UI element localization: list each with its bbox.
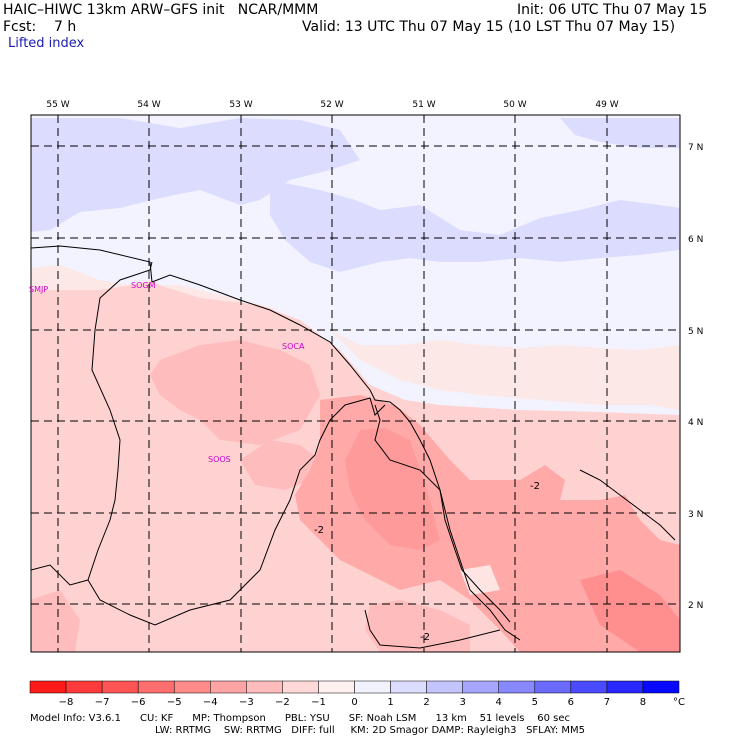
lon-label-55w: 55 W (46, 100, 69, 110)
neutral-band (31, 265, 680, 410)
colorbar-tick-label: 3 (459, 697, 465, 708)
lat-lon-grid (31, 115, 680, 652)
lat-label-4n: 4 N (688, 418, 703, 428)
lifted-index-minus-2-patch-a (150, 340, 320, 445)
colorbar-tick-label: −3 (239, 697, 254, 708)
colorbar-tick-label: −7 (95, 697, 110, 708)
colorbar-tick-label: 4 (496, 697, 502, 708)
lifted-index-minus-4-patch (580, 570, 680, 652)
colorbar-tick-label: 8 (640, 697, 646, 708)
lon-label-54w: 54 W (137, 100, 160, 110)
contour-label: -2 (314, 525, 324, 536)
lifted-index-minus-2-patch-c (365, 600, 470, 652)
station-label-soos: SOOS (208, 455, 231, 464)
border-suriname-french-guiana (87, 261, 386, 626)
contour-label: -2 (420, 632, 430, 643)
lifted-index-minus-2-patch-b (240, 440, 320, 490)
colorbar-tick-label: 7 (604, 697, 610, 708)
lat-label-7n: 7 N (688, 143, 703, 153)
colorbar-tick-label: −6 (131, 697, 146, 708)
colorbar-tick-label: −8 (59, 697, 74, 708)
lon-label-50w: 50 W (503, 100, 526, 110)
lat-label-2n: 2 N (688, 601, 703, 611)
border-amapa-south (364, 609, 501, 649)
colorbar-swatch (390, 680, 427, 694)
valid-time: Valid: 13 UTC Thu 07 May 15 (10 LST Thu … (302, 19, 676, 35)
lon-label-49w: 49 W (595, 100, 618, 110)
colorbar-ticks: −8 −7 −6 −5 −4 −3 −2 −1 0 1 2 3 4 5 6 7 8 (59, 697, 646, 708)
coastline (31, 245, 511, 623)
lifted-index-minus-2-patch-d (31, 590, 80, 652)
border-suriname-brazil-west (31, 564, 89, 586)
colorbar-tick-label: 1 (387, 697, 393, 708)
colorbar-swatch (318, 680, 355, 694)
field-name: Lifted index (8, 36, 85, 51)
coastline-amapa (579, 469, 676, 541)
lat-label-3n: 3 N (688, 510, 703, 520)
colorbar-tick-label: −5 (167, 697, 182, 708)
border-french-guiana-brazil (374, 404, 521, 641)
colorbar-swatch (570, 680, 608, 694)
blue-patch-northeast (560, 118, 680, 148)
lifted-index-core (345, 428, 440, 550)
colorbar-swatch (498, 680, 536, 694)
station-label-sogm: SOGM (131, 281, 156, 290)
colorbar-tick-label: 2 (423, 697, 429, 708)
colorbar-tick-label: 6 (568, 697, 574, 708)
contour-label: -2 (530, 481, 540, 492)
colorbar-swatch (462, 680, 499, 694)
colorbar (29, 680, 680, 694)
lon-label-53w: 53 W (229, 100, 252, 110)
colorbar-tick-label: −1 (311, 697, 326, 708)
colorbar-swatch (606, 680, 644, 694)
lat-label-5n: 5 N (688, 327, 703, 337)
colorbar-swatch (246, 680, 283, 694)
colorbar-swatch (354, 680, 391, 694)
colorbar-tick-label: −2 (275, 697, 290, 708)
station-label-soca: SOCA (282, 342, 305, 351)
lon-label-51w: 51 W (412, 100, 435, 110)
colorbar-tick-label: 5 (532, 697, 538, 708)
model-title: HAIC–HIWC 13km ARW–GFS init NCAR/MMM (3, 2, 319, 18)
colorbar-unit: °C (673, 697, 685, 708)
colorbar-swatch (210, 680, 247, 694)
colorbar-swatch (137, 680, 175, 694)
colorbar-tick-label: 0 (351, 697, 357, 708)
colorbar-swatch (173, 680, 211, 694)
colorbar-swatch (534, 680, 572, 694)
neutral-patch-south (460, 565, 500, 595)
colorbar-swatch (29, 680, 67, 694)
station-label-smjp: SMJP (29, 285, 48, 294)
colorbar-swatch (426, 680, 463, 694)
colorbar-swatch (642, 680, 680, 694)
colorbar-swatch (65, 680, 103, 694)
model-info-line-1: Model Info: V3.6.1 CU: KF MP: Thompson P… (30, 713, 570, 724)
colorbar-swatch (101, 680, 139, 694)
colorbar-swatch (282, 680, 319, 694)
colorbar-tick-label: −4 (203, 697, 218, 708)
blue-band-central (270, 180, 680, 272)
init-time: Init: 06 UTC Thu 07 May 15 (517, 2, 708, 18)
lat-label-6n: 6 N (688, 235, 703, 245)
model-info-line-2: LW: RRTMG SW: RRTMG DIFF: full KM: 2D Sm… (155, 725, 585, 736)
map-frame (30, 114, 681, 653)
forecast-hour: Fcst: 7 h (3, 19, 77, 35)
lon-label-52w: 52 W (320, 100, 343, 110)
